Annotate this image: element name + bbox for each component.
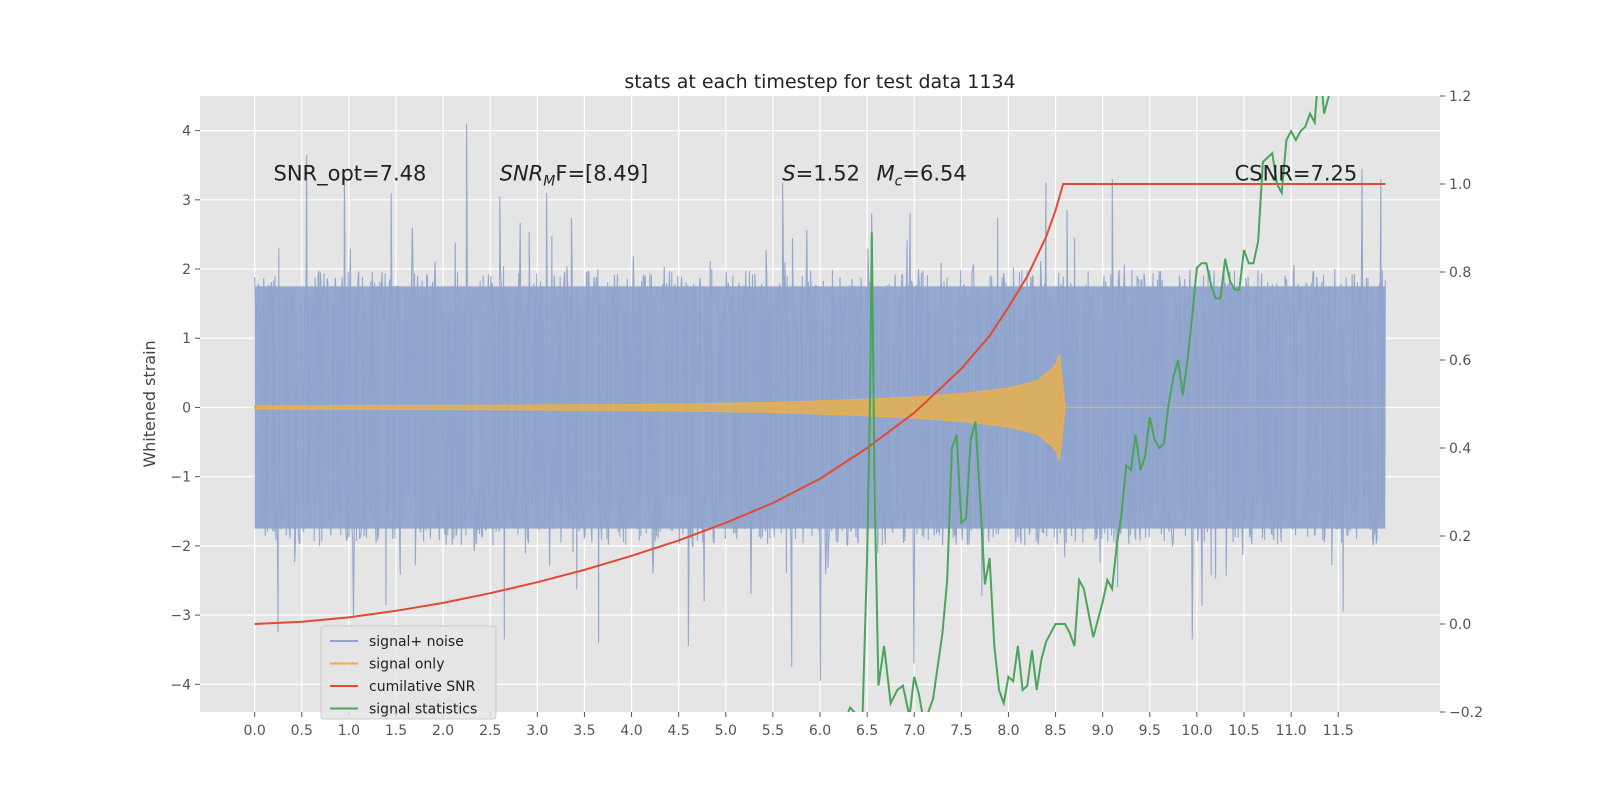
legend-label: signal only bbox=[369, 657, 444, 673]
x-axis: 0.0 0.5 1.0 1.5 2.0 2.5 3.0 3.5 4.0 4.5 5.0 5.5 6.0 6… bbox=[244, 712, 1354, 739]
y-tick-label: −2 bbox=[170, 539, 191, 555]
y-tick-label: 1 bbox=[182, 331, 191, 347]
x-tick-label: 8.0 bbox=[997, 723, 1019, 739]
signal-statistics-line bbox=[847, 96, 1330, 712]
x-tick-label: 4.0 bbox=[620, 723, 642, 739]
annotation-symbol: SNR bbox=[500, 161, 544, 185]
y-tick-label: −4 bbox=[170, 677, 191, 693]
x-tick-label: 3.5 bbox=[573, 723, 595, 739]
x-tick-label: 4.5 bbox=[668, 723, 690, 739]
y2-tick-label: 0.6 bbox=[1449, 353, 1471, 369]
annotation: Mc=6.54 bbox=[877, 161, 967, 189]
y-axis-label: Whitened strain bbox=[140, 340, 159, 467]
y2-tick-label: 0.2 bbox=[1449, 529, 1471, 545]
y2-tick-label: 1.0 bbox=[1449, 177, 1471, 193]
annotation-value: F=[8.49] bbox=[555, 161, 648, 185]
annotation-symbol: M bbox=[877, 161, 895, 185]
y-tick-label: 3 bbox=[182, 193, 191, 209]
y-tick-label: −1 bbox=[170, 470, 191, 486]
y-tick-label: −3 bbox=[170, 608, 191, 624]
y-tick-label: 0 bbox=[182, 400, 191, 416]
x-tick-label: 7.5 bbox=[950, 723, 972, 739]
chart-title: stats at each timestep for test data 113… bbox=[624, 71, 1015, 93]
legend-label: cumilative SNR bbox=[369, 679, 476, 695]
y-tick-label: 2 bbox=[182, 262, 191, 278]
y2-tick-label: 0.4 bbox=[1449, 441, 1471, 457]
x-tick-label: 5.0 bbox=[715, 723, 737, 739]
legend-label: signal statistics bbox=[369, 702, 477, 718]
annotation: S=1.52 bbox=[782, 161, 860, 185]
annotation-value: =1.52 bbox=[796, 161, 860, 185]
annotation-subscript: c bbox=[895, 173, 903, 189]
x-tick-label: 5.5 bbox=[762, 723, 784, 739]
x-tick-label: 1.5 bbox=[385, 723, 407, 739]
x-tick-label: 11.5 bbox=[1323, 723, 1354, 739]
x-tick-label: 10.0 bbox=[1181, 723, 1212, 739]
x-tick-label: 0.0 bbox=[244, 723, 266, 739]
y-tick-label: 4 bbox=[182, 124, 191, 140]
y2-tick-label: −0.2 bbox=[1449, 705, 1483, 721]
y2-tick-label: 0.0 bbox=[1449, 617, 1471, 633]
x-tick-label: 0.5 bbox=[291, 723, 313, 739]
annotations: SNR_opt=7.48 SNRMF=[8.49] S=1.52 Mc=6.54 CSN… bbox=[273, 161, 1357, 189]
x-tick-label: 10.5 bbox=[1228, 723, 1259, 739]
legend-label: signal+ noise bbox=[369, 634, 464, 650]
series-layer bbox=[254, 96, 1386, 712]
annotation-symbol: S bbox=[782, 161, 795, 185]
signal-only-area bbox=[254, 353, 1386, 462]
annotation-value: =6.54 bbox=[902, 161, 966, 185]
y-axis-left: −4 −3 −2 −1 0 1 2 3 4 bbox=[170, 124, 200, 693]
cumulative-snr-line bbox=[254, 183, 1386, 625]
x-tick-label: 7.0 bbox=[903, 723, 925, 739]
annotation: CSNR=7.25 bbox=[1235, 161, 1358, 185]
y2-tick-label: 1.2 bbox=[1449, 89, 1471, 105]
x-tick-label: 9.0 bbox=[1092, 723, 1114, 739]
annotation: SNRMF=[8.49] bbox=[500, 161, 649, 189]
annotation: SNR_opt=7.48 bbox=[273, 161, 426, 186]
legend: signal+ noise signal only cumilative SNR si… bbox=[320, 625, 497, 720]
y-axis-right: −0.2 0.0 0.2 0.4 0.6 0.8 1.0 1.2 bbox=[1440, 89, 1483, 721]
x-tick-label: 9.5 bbox=[1139, 723, 1161, 739]
y2-tick-label: 0.8 bbox=[1449, 265, 1471, 281]
x-tick-label: 6.5 bbox=[856, 723, 878, 739]
x-tick-label: 11.0 bbox=[1276, 723, 1307, 739]
annotation-subscript: M bbox=[543, 173, 555, 189]
x-tick-label: 1.0 bbox=[338, 723, 360, 739]
x-tick-label: 3.0 bbox=[526, 723, 548, 739]
x-tick-label: 8.5 bbox=[1044, 723, 1066, 739]
x-tick-label: 6.0 bbox=[809, 723, 831, 739]
x-tick-label: 2.5 bbox=[479, 723, 501, 739]
legend-box bbox=[320, 625, 497, 720]
x-tick-label: 2.0 bbox=[432, 723, 454, 739]
